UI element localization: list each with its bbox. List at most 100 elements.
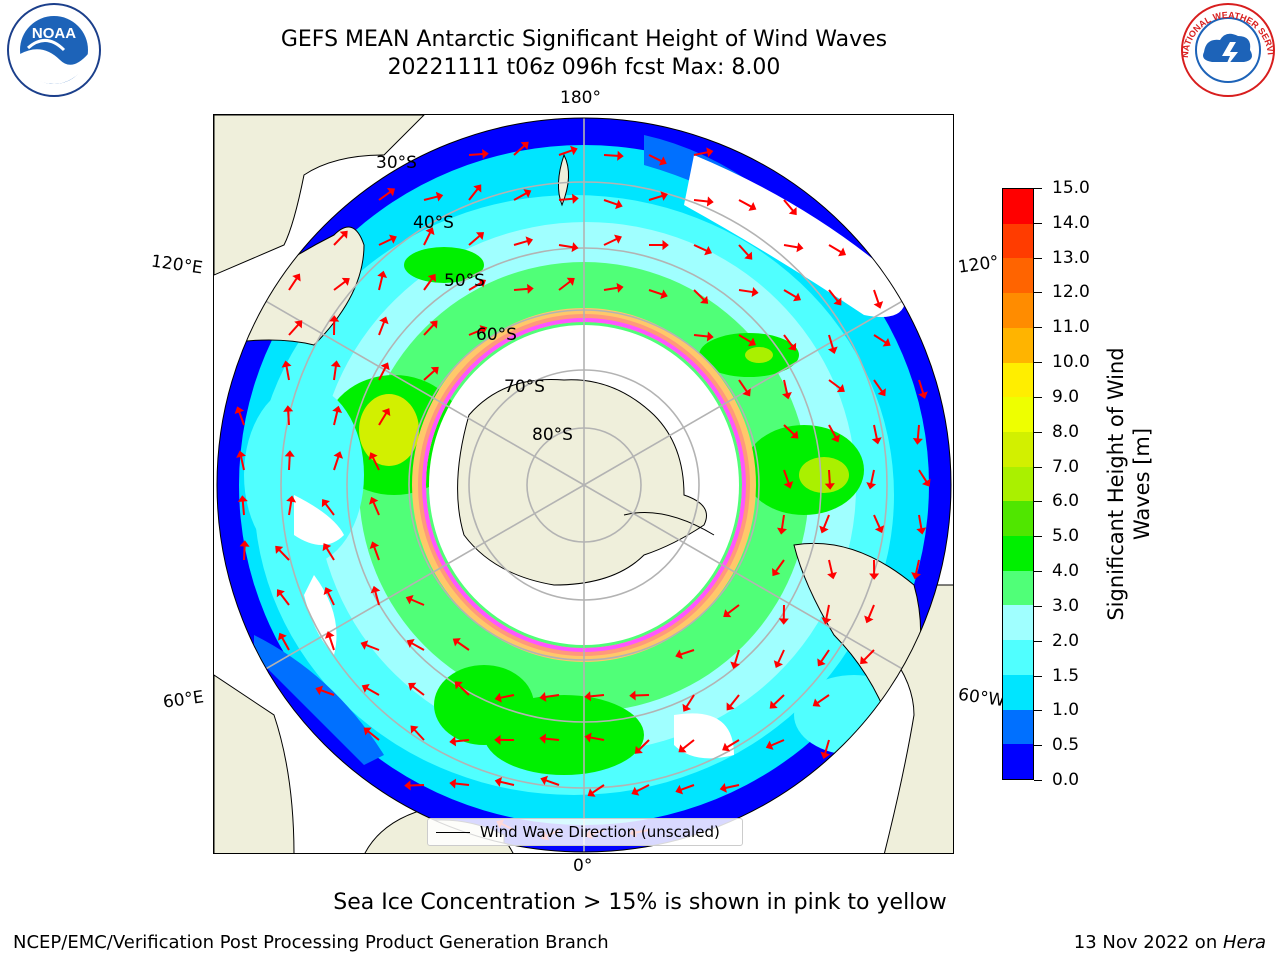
- wind-arrow-shaft: [378, 412, 388, 426]
- wind-arrow-shaft: [285, 366, 290, 381]
- wind-arrow-shaft: [411, 642, 425, 651]
- wind-arrow-head: [722, 742, 731, 752]
- wind-arrow-shaft: [693, 334, 709, 338]
- wind-arrow-head: [912, 438, 923, 445]
- wind-arrow-shaft: [454, 782, 470, 786]
- wind-arrow-head: [333, 451, 344, 459]
- wind-arrow-shaft: [288, 501, 293, 516]
- wind-arrow-shaft: [468, 282, 482, 291]
- wind-arrow-head: [405, 595, 414, 605]
- wind-arrow-shaft: [603, 154, 619, 157]
- wind-arrow-shaft: [828, 424, 837, 438]
- wind-arrow-shaft: [374, 591, 380, 606]
- wind-arrow-head: [406, 639, 415, 648]
- wind-arrow-head: [341, 277, 350, 286]
- colorbar-segment: [1003, 744, 1033, 779]
- wind-arrow-shaft: [327, 591, 335, 606]
- wind-arrow-head: [339, 230, 348, 239]
- wind-arrow-head: [793, 292, 802, 302]
- wind-arrow-head: [751, 287, 759, 297]
- wind-arrow-shaft: [636, 784, 650, 793]
- lon-label-60e: 60°E: [161, 687, 206, 713]
- wind-arrow-head: [286, 495, 297, 503]
- wind-arrow-shaft: [320, 689, 335, 696]
- map-legend: Wind Wave Direction (unscaled): [427, 818, 743, 846]
- wind-arrow-head: [234, 406, 245, 415]
- wind-arrow-head: [706, 331, 714, 342]
- colorbar-tick-label: 7.0: [1052, 456, 1080, 477]
- wind-arrow-head: [860, 656, 869, 665]
- colorbar-segment: [1003, 431, 1033, 467]
- wind-arrow-shaft: [373, 546, 380, 561]
- wind-arrow-shaft: [281, 637, 290, 651]
- colorbar-tick: [1034, 188, 1042, 189]
- wind-arrow-head: [381, 408, 391, 417]
- wind-arrow-head: [788, 342, 797, 351]
- colorbar-tick-label: 15.0: [1052, 178, 1090, 198]
- wind-arrow-shaft: [738, 244, 750, 257]
- wind-arrow-shaft: [726, 739, 740, 749]
- wind-arrow-shaft: [558, 244, 573, 249]
- wind-arrow-shaft: [863, 649, 875, 661]
- wind-arrow-head: [452, 638, 461, 647]
- wind-arrow-shaft: [458, 684, 470, 696]
- footer-date-text: 13 Nov 2022 on: [1073, 932, 1223, 953]
- wind-arrow-head: [410, 725, 419, 734]
- noaa-logo: NOAA: [2, 2, 106, 102]
- wind-arrow-shaft: [413, 729, 425, 741]
- colorbar-tick: [1034, 501, 1042, 503]
- wind-arrow-shaft: [367, 730, 380, 741]
- wind-arrow-shaft: [410, 598, 425, 606]
- colorbar-tick-label: 11.0: [1052, 317, 1090, 338]
- colorbar-tick: [1034, 466, 1042, 468]
- colorbar-tick: [1034, 571, 1042, 573]
- colorbar-tick: [1034, 640, 1042, 642]
- wind-arrow-shaft: [725, 784, 740, 789]
- wind-arrow-head: [827, 572, 837, 580]
- colorbar-tick: [1034, 536, 1042, 538]
- wind-arrow-shaft: [693, 289, 705, 301]
- wind-arrow-head: [833, 297, 842, 306]
- wind-arrow-head: [494, 777, 502, 787]
- map-title: GEFS MEAN Antarctic Significant Height o…: [280, 27, 888, 52]
- wind-arrow-shaft: [634, 694, 650, 697]
- wind-arrow-head: [315, 685, 324, 696]
- wind-arrow-head: [812, 698, 821, 707]
- wind-arrow-head: [475, 232, 485, 241]
- lon-label-120e: 120°E: [149, 251, 204, 279]
- wind-arrow-shaft: [423, 369, 436, 381]
- wind-arrow-shaft: [378, 321, 385, 336]
- wind-arrow-head: [330, 360, 341, 368]
- wind-arrow-head: [525, 236, 534, 247]
- wind-arrow-shaft: [816, 694, 830, 704]
- wind-arrow-shaft: [333, 280, 346, 291]
- colorbar-tick: [1034, 362, 1042, 364]
- wind-arrow-shaft: [288, 323, 300, 336]
- wind-arrow-shaft: [828, 379, 841, 390]
- wind-arrow-shaft: [824, 739, 830, 754]
- wind-arrow-head: [369, 496, 379, 505]
- wind-arrow-head: [387, 188, 396, 197]
- wind-arrow-head: [824, 483, 835, 490]
- wind-arrow-head: [820, 751, 831, 760]
- wind-arrow-shaft: [378, 276, 384, 291]
- wind-arrow-shaft: [378, 367, 387, 381]
- wind-arrow-shaft: [423, 278, 433, 291]
- wind-arrow-shaft: [873, 379, 883, 393]
- wind-arrow-head: [772, 568, 781, 577]
- colorbar-tick: [1034, 675, 1042, 677]
- wind-arrow-head: [871, 437, 882, 445]
- wind-arrow-shaft: [468, 235, 481, 246]
- wind-arrow-head: [660, 191, 668, 201]
- wind-arrow-head: [821, 617, 832, 625]
- wind-arrow-head: [700, 295, 709, 304]
- wind-arrow-head: [777, 527, 787, 535]
- wind-arrow-head: [430, 366, 439, 375]
- wind-arrow-head: [278, 632, 287, 641]
- wind-arrow-shaft: [558, 280, 571, 291]
- colorbar-tick: [1034, 292, 1042, 294]
- wind-arrow-shaft: [239, 456, 245, 471]
- wind-arrow-shaft: [873, 514, 881, 529]
- wind-arrow-shaft: [366, 687, 380, 696]
- colorbar-tick: [1034, 327, 1042, 329]
